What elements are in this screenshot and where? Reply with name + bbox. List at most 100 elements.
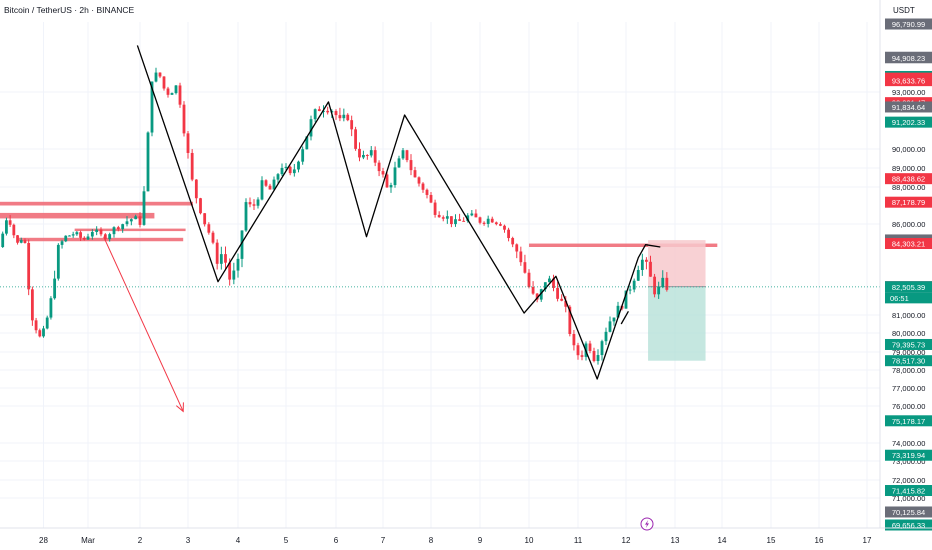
- candle-body: [215, 242, 219, 264]
- candle-body: [129, 219, 133, 222]
- candle-body: [397, 158, 401, 168]
- price-tag[interactable]: [885, 116, 932, 128]
- candle-body: [572, 333, 576, 346]
- candle-body: [116, 227, 120, 230]
- price-tag[interactable]: [885, 18, 932, 30]
- candle-body: [342, 114, 346, 119]
- price-axis[interactable]: 93,000.00 90,000.00 89,000.00 88,000.00 86,0…: [879, 0, 932, 531]
- candle-body: [592, 350, 596, 362]
- price-tag[interactable]: [885, 338, 932, 350]
- candle-body: [628, 289, 632, 291]
- time-tick-label: 8: [429, 536, 434, 545]
- candle-body: [284, 166, 288, 168]
- time-tick-label: 17: [863, 536, 872, 545]
- supply-zone[interactable]: [74, 228, 186, 232]
- candle-body: [350, 120, 354, 130]
- time-tick-label: 14: [718, 536, 727, 545]
- price-tag-label: 73,319.94: [892, 451, 925, 460]
- price-tag[interactable]: [885, 415, 932, 427]
- price-tag[interactable]: [885, 519, 932, 531]
- supply-zone[interactable]: [529, 243, 718, 247]
- supply-zone[interactable]: [0, 212, 155, 219]
- price-tick-label: 74,000.00: [892, 439, 925, 448]
- candle-body: [108, 234, 112, 240]
- currency-label: USDT: [893, 6, 915, 15]
- candle-body: [499, 224, 502, 226]
- candle-body: [365, 154, 369, 156]
- take-profit-area[interactable]: [648, 286, 706, 361]
- price-tag-label: 87,178.79: [892, 198, 925, 207]
- price-tag[interactable]: [885, 75, 932, 87]
- candle-body: [317, 109, 321, 111]
- candle-body: [297, 161, 300, 170]
- candle-body: [305, 136, 309, 150]
- candle-body: [194, 179, 198, 199]
- candle-body: [224, 254, 227, 263]
- candle-body: [588, 343, 592, 351]
- price-tag[interactable]: [885, 196, 932, 208]
- time-tick-label: 3: [186, 536, 191, 545]
- candle-body: [531, 287, 535, 294]
- candle-body: [441, 217, 445, 219]
- candle-body: [71, 234, 75, 236]
- candle-body: [34, 320, 38, 331]
- arrow-head[interactable]: [175, 402, 184, 413]
- zigzag-line[interactable]: [136, 45, 661, 380]
- price-tag[interactable]: [885, 101, 932, 113]
- candle-body: [377, 162, 381, 172]
- candle-body: [543, 282, 547, 290]
- candle-body: [624, 290, 628, 309]
- price-tag[interactable]: [885, 52, 932, 64]
- time-axis[interactable]: 28 Mar 2 3 4 5 6 7 8 9 10 11 12 13 14 15 16 17: [0, 527, 932, 545]
- price-tag-label: 82,505.39: [892, 283, 925, 292]
- zigzag-drawings[interactable]: [136, 45, 661, 380]
- candle-body: [523, 262, 527, 273]
- stop-loss-area[interactable]: [648, 240, 706, 287]
- supply-zone[interactable]: [19, 237, 184, 242]
- candle-body: [1, 233, 5, 247]
- candle-body: [56, 244, 60, 279]
- projection-arrow[interactable]: [103, 236, 184, 413]
- candle-body: [458, 219, 461, 221]
- position-tool[interactable]: [648, 240, 706, 361]
- candle-body: [494, 222, 498, 225]
- price-tag[interactable]: [885, 485, 932, 497]
- supply-zones[interactable]: [0, 178, 718, 247]
- candle-body: [182, 104, 186, 134]
- price-tag[interactable]: [885, 281, 932, 293]
- price-tag[interactable]: [885, 449, 932, 461]
- candle-body: [580, 355, 584, 357]
- candle-body: [632, 280, 636, 290]
- time-tick-label: 13: [671, 536, 680, 545]
- price-tick-label: 86,000.00: [892, 220, 925, 229]
- zigzag-line[interactable]: [620, 310, 629, 325]
- candle-body: [413, 170, 417, 178]
- candle-body: [240, 230, 244, 259]
- candle-body: [272, 179, 276, 190]
- candle-body: [112, 227, 116, 235]
- candle-body: [389, 185, 393, 188]
- supply-zone[interactable]: [0, 201, 194, 206]
- time-tick-label: 16: [815, 536, 824, 545]
- candle-body: [280, 167, 284, 175]
- time-tick-label: 9: [478, 536, 483, 545]
- arrow-shaft[interactable]: [103, 236, 184, 412]
- price-tag[interactable]: [885, 506, 932, 518]
- candle-body: [470, 213, 474, 216]
- candle-body: [437, 214, 441, 218]
- candlesticks: [1, 67, 669, 365]
- price-tag[interactable]: [885, 173, 932, 185]
- price-tag[interactable]: [885, 238, 932, 250]
- candle-body: [354, 129, 357, 149]
- lightning-icon[interactable]: [640, 517, 654, 531]
- price-tick-label: 93,000.00: [892, 88, 925, 97]
- candle-body: [99, 229, 103, 235]
- candle-body: [79, 232, 82, 238]
- candle-body: [121, 224, 125, 230]
- price-tag[interactable]: [885, 355, 932, 367]
- candle-body: [417, 177, 421, 184]
- time-tick-label: 10: [525, 536, 534, 545]
- candle-body: [527, 272, 531, 288]
- price-tick-label: 81,000.00: [892, 311, 925, 320]
